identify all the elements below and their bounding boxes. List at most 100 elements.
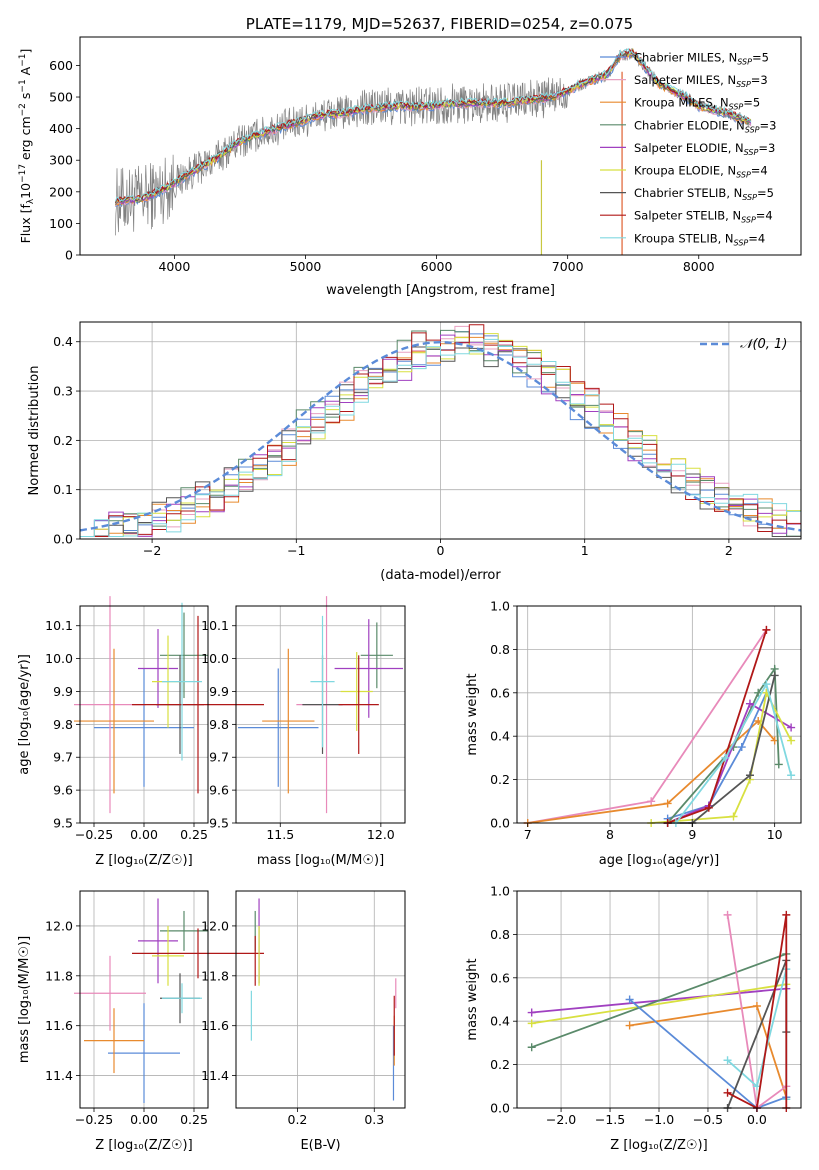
y-tick-label: 9.7 (209, 750, 229, 765)
axes-frame (235, 890, 406, 1109)
y-axis-label-part: −1 (18, 79, 28, 92)
weight-point-marker (762, 625, 771, 634)
y-tick-label: 0.6 (490, 970, 510, 985)
y-tick-label: 9.8 (209, 717, 229, 732)
legend-label-text: Chabrier MILES, N (634, 51, 737, 65)
legend-label: Kroupa ELODIE, NSSP=4 (634, 164, 768, 180)
y-axis-label-part: 10 (18, 183, 33, 199)
x-tick-label: −0.25 (75, 1112, 113, 1127)
y-tick-label: 11.4 (45, 1068, 73, 1083)
legend-label-value: =4 (756, 209, 773, 223)
weight-series-line (527, 629, 768, 824)
y-tick-label: 11.4 (201, 1068, 229, 1083)
weight-point-marker (745, 771, 754, 780)
mass-vs-Z-panel: −0.25 0.00 0.25 11.4 11.6 11.8 12.0 Z [log₁₀(Z/… (17, 890, 264, 1153)
legend-label-value: =5 (743, 96, 760, 110)
axes-frame (235, 605, 406, 824)
y-tick-label: 0.4 (490, 729, 510, 744)
weight-point-marker (787, 771, 796, 780)
legend-label-text: Chabrier STELIB, N (634, 186, 742, 200)
weight-point-marker (625, 1021, 634, 1030)
y-tick-label: 10.1 (201, 618, 229, 633)
x-tick-label: 0.25 (180, 827, 208, 842)
legend-label-value: =3 (758, 141, 775, 155)
y-tick-label: 100 (49, 216, 73, 231)
y-tick-label: 0.8 (490, 927, 510, 942)
x-tick-label: 10 (767, 827, 783, 842)
legend-label-text: Salpeter ELODIE, N (634, 141, 744, 155)
y-tick-label: 0.4 (53, 334, 73, 349)
y-axis-label-part: Flux [f (18, 204, 33, 244)
y-tick-label: 0.0 (490, 1101, 510, 1116)
x-axis-label: E(B-V) (300, 1138, 340, 1153)
age-vs-Z-panel: −0.25 0.00 0.259.59.69.79.89.910.010.1Z [l… (17, 596, 264, 868)
legend-label-text: Kroupa STELIB, N (634, 231, 734, 245)
age-vs-mass-panel: 11.5 12.0 9.5 9.6 9.7 9.8 9.9 10.0 10.1 mass [log… (201, 596, 406, 868)
legend-label: Kroupa STELIB, NSSP=4 (634, 231, 765, 247)
y-tick-label: 0.0 (490, 816, 510, 831)
y-axis-label: age [log₁₀(age/yr)] (17, 654, 32, 775)
y-tick-label: 12.0 (45, 918, 73, 933)
legend-label-sub: SSP (736, 80, 751, 89)
x-tick-label: 9 (688, 827, 696, 842)
y-axis-label: Flux [fλ10−17 erg cm−2 s−1 A−1] (18, 49, 36, 244)
y-axis-label-part: λ (26, 198, 36, 204)
x-tick-label: −2.0 (546, 1112, 576, 1127)
weight-vs-Z-panel: −2.0 −1.5 −1.0 −0.5 0.0 0.0 0.2 0.4 0.6 0.8 1.0 Z [… (465, 884, 802, 1153)
y-tick-label: 0 (65, 248, 73, 263)
x-tick-label: 0.0 (747, 1112, 767, 1127)
weight-point-marker (721, 753, 730, 762)
legend-label: Salpeter STELIB, NSSP=4 (634, 209, 773, 225)
weight-series-line (667, 692, 768, 820)
x-tick-label: −1.0 (644, 1112, 674, 1127)
y-tick-label: 10.0 (201, 651, 229, 666)
y-axis-label: mass [log₁₀(M/M☉)] (17, 936, 32, 1063)
x-axis-label: (data-model)/error (380, 568, 501, 583)
y-axis-label-part: −2 (18, 103, 28, 116)
weight-point-marker (762, 680, 771, 689)
y-tick-label: 11.8 (45, 968, 73, 983)
legend-label: Chabrier ELODIE, NSSP=3 (634, 118, 776, 134)
y-tick-label: 12.0 (201, 918, 229, 933)
weight-point-marker (787, 736, 796, 745)
x-tick-label: 0.25 (180, 1112, 208, 1127)
y-tick-label: 11.6 (201, 1018, 229, 1033)
x-tick-label: 2 (725, 543, 733, 558)
x-tick-label: 12.0 (367, 827, 395, 842)
y-tick-label: 500 (49, 90, 73, 105)
y-tick-label: 10.1 (45, 618, 73, 633)
weight-point-marker (770, 671, 779, 680)
x-tick-label: 0.3 (364, 1112, 384, 1127)
x-tick-label: 4000 (158, 259, 190, 274)
spectrum-panel: 4000 5000 6000 7000 8000 0 100 200 300 400 500 600 P… (18, 15, 802, 298)
y-tick-label: 0.2 (490, 1057, 510, 1072)
y-axis-label: mass weight (465, 958, 480, 1040)
weight-series-line (651, 690, 792, 824)
weight-series-line (727, 914, 788, 1110)
x-tick-label: −1.5 (595, 1112, 625, 1127)
weight-series-line (531, 983, 787, 1025)
weight-point-marker (647, 797, 656, 806)
y-tick-label: 0.2 (53, 433, 73, 448)
x-tick-label: −0.25 (75, 827, 113, 842)
weight-vs-age-panel: 7 8 9 10 0.0 0.2 0.4 0.6 0.8 1.0 age [log₁₀(age/yr… (465, 599, 802, 868)
legend-label: Salpeter ELODIE, NSSP=3 (634, 141, 775, 157)
legend-label-text: Kroupa MILES, N (634, 96, 729, 110)
legend-label: Chabrier MILES, NSSP=5 (634, 51, 769, 67)
x-tick-label: 7 (524, 827, 532, 842)
y-tick-label: 9.9 (53, 684, 73, 699)
normal-distribution-curve (79, 340, 802, 532)
x-tick-label: 6000 (421, 259, 453, 274)
y-axis-label-part: −1 (18, 54, 28, 67)
weight-point-marker (527, 1043, 536, 1052)
weight-point-marker (787, 723, 796, 732)
x-axis-label: Z [log₁₀(Z/Z☉)] (610, 1138, 707, 1153)
x-tick-label: −1 (287, 543, 305, 558)
y-tick-label: 0.6 (490, 685, 510, 700)
weight-series-line (531, 953, 787, 1049)
y-tick-label: 11.6 (45, 1018, 73, 1033)
y-tick-label: 1.0 (490, 884, 510, 899)
y-tick-label: 9.8 (53, 717, 73, 732)
y-axis-label: Normed distribution (27, 366, 42, 496)
legend-label-value: =5 (757, 186, 774, 200)
